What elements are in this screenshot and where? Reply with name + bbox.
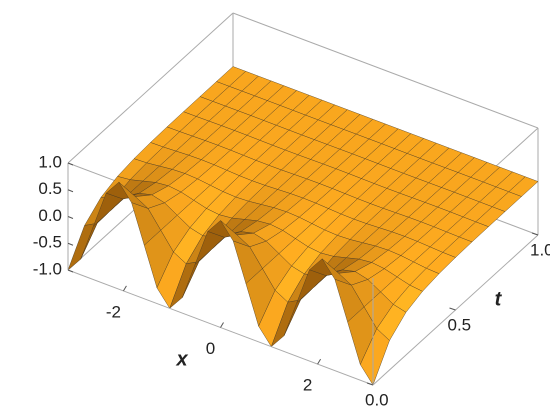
z-tick-label: -0.5 (33, 233, 62, 252)
x-tick-label: 2 (303, 376, 312, 395)
z-tick (67, 269, 74, 273)
x-axis-label: x (175, 348, 188, 370)
box-edge (232, 12, 539, 129)
x-tick (317, 358, 322, 365)
t-axis-label: t (495, 288, 503, 310)
t-tick (366, 382, 374, 386)
x-tick (122, 285, 127, 292)
x-tick-label: 0 (206, 339, 215, 358)
surface-patch (360, 328, 390, 386)
z-tick-label: 1.0 (38, 152, 62, 171)
x-tick (220, 322, 224, 328)
t-tick (531, 232, 539, 236)
t-tick (449, 307, 456, 311)
box-edge (67, 12, 234, 164)
t-tick-label: 1.0 (530, 240, 550, 259)
t-tick-label: 0.0 (365, 390, 389, 409)
z-tick (67, 216, 74, 219)
z-tick (67, 242, 74, 246)
t-tick-label: 0.5 (448, 315, 472, 334)
z-tick-label: 0.0 (38, 206, 62, 225)
x-tick-label: -2 (106, 302, 121, 321)
z-tick (67, 162, 74, 166)
z-tick (67, 189, 74, 193)
z-tick-label: -1.0 (33, 259, 62, 278)
z-tick-label: 0.5 (38, 179, 62, 198)
